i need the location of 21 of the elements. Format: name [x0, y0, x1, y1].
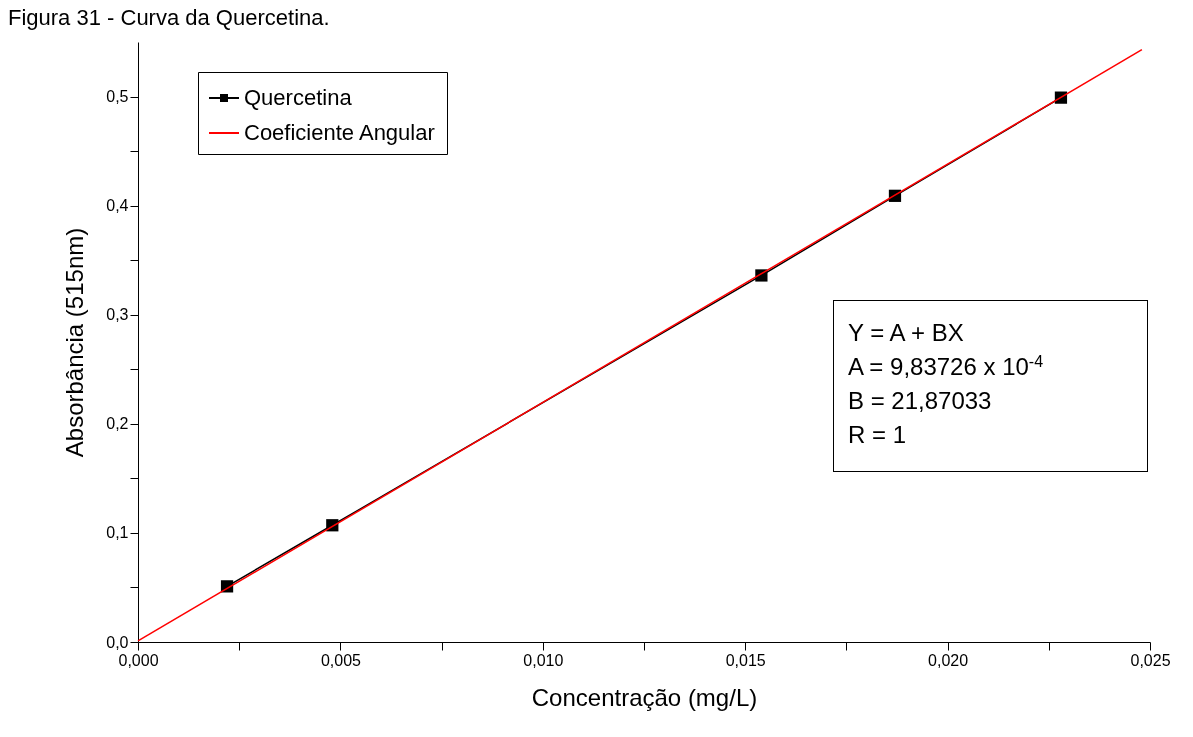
legend-label: Coeficiente Angular — [244, 120, 435, 145]
chart-title: Figura 31 - Curva da Quercetina. — [8, 5, 330, 30]
annotation: A = 9,83726 x 10$^{-4}$ — [848, 352, 1044, 380]
x-tick-label: 0,015 — [725, 651, 766, 669]
y-tick-label: 0,2 — [106, 415, 129, 433]
y-tick-label: 0,1 — [106, 524, 129, 542]
x-tick-label: 0,010 — [523, 651, 564, 669]
x-tick-label: 0,000 — [118, 651, 159, 669]
y-tick-label: 0,0 — [106, 633, 129, 651]
x-tick-label: 0,005 — [320, 651, 362, 669]
y-tick-label: 0,5 — [106, 88, 129, 106]
x-tick-label: 0,020 — [928, 651, 969, 669]
annotation: R = 1 — [848, 421, 907, 448]
annotation: B = 21,87033 — [848, 387, 992, 414]
y-axis-title: Absorbância (515nm) — [61, 227, 89, 458]
x-axis-title: Concentração (mg/L) — [531, 683, 758, 711]
y-tick-label: 0,3 — [106, 306, 129, 324]
x-tick-label: 0,025 — [1130, 651, 1171, 669]
annotation: Y = A + BX — [848, 319, 964, 346]
legend-label: Quercetina — [244, 85, 353, 110]
y-tick-label: 0,4 — [106, 197, 129, 215]
